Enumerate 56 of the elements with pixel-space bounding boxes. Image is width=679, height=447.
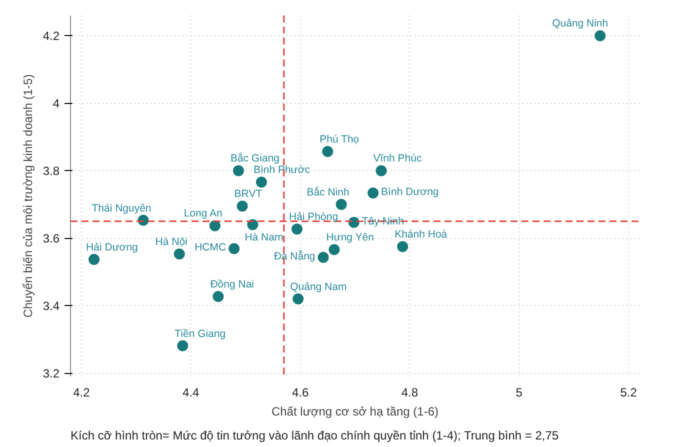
annotation: Bình Dương: [381, 186, 439, 198]
annotation: Hưng Yên: [326, 232, 374, 244]
point: [376, 165, 387, 176]
annotation: Bắc Giang: [230, 152, 280, 165]
x-tick-label: 4.2: [73, 386, 90, 400]
point: [228, 243, 240, 254]
point: [318, 252, 329, 263]
annotation: Hải Dương: [86, 241, 138, 254]
point: [336, 198, 347, 210]
point: [232, 165, 244, 176]
point: [209, 220, 220, 232]
y-axis-title: Chuyển biến của môi trường kinh doanh (1-5): [20, 74, 35, 318]
x-tick-label: 4.8: [401, 386, 418, 400]
point: [328, 244, 340, 256]
annotation: Quảng Ninh: [552, 18, 608, 30]
text: Kích cỡ hình tròn= Mức độ tin tưởng vào lãnh đạo chính quyền tỉnh (1-4); Trung bình = 2,75: [70, 428, 559, 442]
point: [292, 293, 304, 304]
annotation: Hải Phòng: [289, 211, 338, 224]
point: [397, 241, 408, 252]
y-tick-label: 4: [52, 96, 60, 111]
point: [292, 224, 303, 235]
point: [322, 146, 334, 157]
annotation: BRVT: [234, 188, 263, 200]
annotation: Long An: [184, 208, 223, 220]
annotation: Hà Nội: [155, 236, 188, 248]
point: [174, 248, 185, 260]
y-tick-label: 3.2: [42, 366, 60, 381]
point: [594, 30, 606, 42]
x-axis-title: Chất lượng cơ sở hạ tầng (1-6): [271, 404, 439, 418]
annotation: Quảng Nam: [290, 280, 347, 293]
point: [256, 176, 267, 188]
annotation: Thái Nguyên: [92, 202, 152, 214]
point: [236, 200, 248, 212]
x-tick-label: 4.4: [182, 386, 200, 400]
annotation: Phú Thọ: [320, 133, 360, 146]
y-tick-label: 4.2: [42, 29, 60, 44]
annotation: Đồng Nai: [210, 278, 254, 291]
x-tick-label: 5: [516, 386, 523, 400]
annotation: Khánh Hoà: [394, 228, 448, 241]
annotation: Đà Nẵng: [274, 249, 316, 262]
y-tick-label: 3.6: [42, 232, 60, 246]
annotation: Bắc Ninh: [306, 185, 350, 198]
annotation: Tiền Giang: [174, 328, 226, 340]
x-tick-label: 4.6: [292, 386, 309, 400]
annotation: Bình Phước: [253, 164, 310, 176]
annotation: Vĩnh Phúc: [373, 152, 422, 165]
annotation: HCMC: [194, 242, 227, 254]
point: [88, 254, 100, 265]
point: [247, 219, 258, 230]
x-tick-label: 5.2: [620, 386, 638, 400]
point: [177, 340, 188, 352]
point: [368, 187, 379, 198]
y-tick-label: 3.8: [42, 164, 60, 178]
y-tick-label: 3.4: [42, 299, 60, 314]
point: [212, 291, 224, 302]
annotation: Hà Nam: [244, 232, 284, 244]
